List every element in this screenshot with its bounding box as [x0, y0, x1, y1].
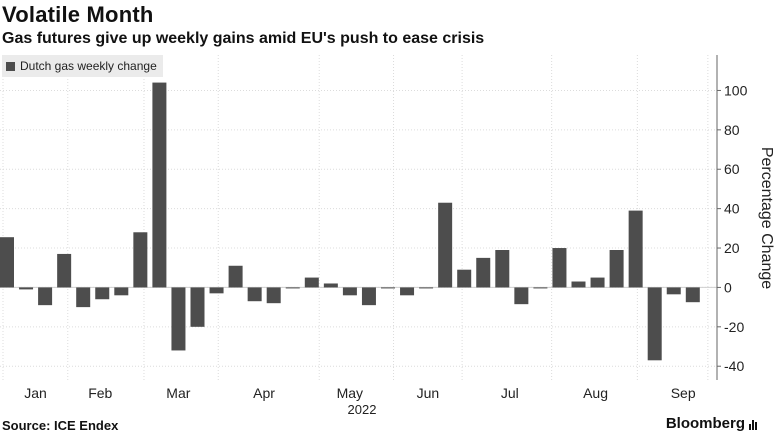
- bar: [19, 287, 34, 290]
- legend-label: Dutch gas weekly change: [20, 59, 157, 73]
- bar: [323, 283, 338, 288]
- bar: [533, 287, 548, 289]
- bar: [628, 210, 643, 288]
- bar: [0, 237, 14, 288]
- bar: [57, 253, 72, 288]
- legend: Dutch gas weekly change: [2, 55, 163, 77]
- bar: [114, 287, 129, 296]
- y-tick-label: 20: [724, 240, 740, 256]
- bar: [285, 287, 300, 289]
- x-tick-label: Apr: [253, 385, 275, 401]
- x-tick-label: Jul: [501, 385, 519, 401]
- x-tick-label: Sep: [671, 385, 696, 401]
- bar: [133, 232, 148, 288]
- bar: [38, 287, 53, 306]
- bar: [76, 287, 91, 308]
- y-tick-label: -40: [724, 358, 744, 374]
- bar: [95, 287, 110, 300]
- x-tick-label: Feb: [88, 385, 112, 401]
- chart-title: Volatile Month: [2, 2, 154, 27]
- bar: [495, 250, 510, 288]
- y-tick-label: 100: [724, 82, 748, 98]
- bar: [304, 277, 319, 288]
- x-tick-label: May: [337, 385, 363, 401]
- bar: [438, 202, 453, 288]
- bars-layer: [0, 82, 700, 361]
- bar: [419, 287, 434, 289]
- y-tick-label: 0: [724, 279, 732, 295]
- bar: [228, 265, 243, 288]
- bar: [209, 287, 224, 294]
- brand-logo: Bloomberg: [666, 415, 759, 432]
- brand-name: Bloomberg: [665, 415, 745, 432]
- bar: [571, 281, 586, 288]
- bar: [647, 287, 662, 361]
- bar: [171, 287, 186, 351]
- legend-swatch: [6, 61, 15, 71]
- x-tick-label: Mar: [166, 385, 190, 401]
- bar: [514, 287, 529, 305]
- x-tick-label: Jun: [417, 385, 440, 401]
- x-tick-label: Aug: [583, 385, 608, 401]
- bar: [609, 250, 624, 288]
- bar: [247, 287, 262, 302]
- bar: [190, 287, 205, 327]
- x-labels-layer: Jan Feb Mar Apr May Jun Jul Aug Sep: [24, 385, 696, 401]
- bloomberg-chart-icon: [749, 418, 759, 430]
- bar: [590, 277, 605, 288]
- bar: [457, 269, 472, 288]
- bar: [381, 287, 395, 289]
- bar: [152, 82, 167, 288]
- y-tick-label: 40: [724, 201, 740, 217]
- source-note: Source: ICE Endex: [2, 418, 119, 433]
- bar: [361, 287, 376, 306]
- x-axis-year-label: 2022: [348, 402, 377, 417]
- bar: [342, 287, 357, 296]
- bar: [552, 248, 567, 288]
- bar: [400, 287, 415, 296]
- y-axis-label: Percentage Change: [758, 146, 775, 290]
- bar: [685, 287, 700, 303]
- grid-layer: [0, 55, 717, 380]
- y-tick-label: 80: [724, 122, 740, 138]
- bar: [266, 287, 281, 304]
- bar: [476, 257, 491, 288]
- x-tick-label: Jan: [24, 385, 47, 401]
- chart-subtitle: Gas futures give up weekly gains amid EU…: [2, 30, 485, 47]
- y-tick-label: -20: [724, 319, 744, 335]
- y-ticks-layer: -40 -20 0 20 40 60 80 100: [717, 82, 748, 374]
- y-tick-label: 60: [724, 161, 740, 177]
- bar: [666, 287, 681, 295]
